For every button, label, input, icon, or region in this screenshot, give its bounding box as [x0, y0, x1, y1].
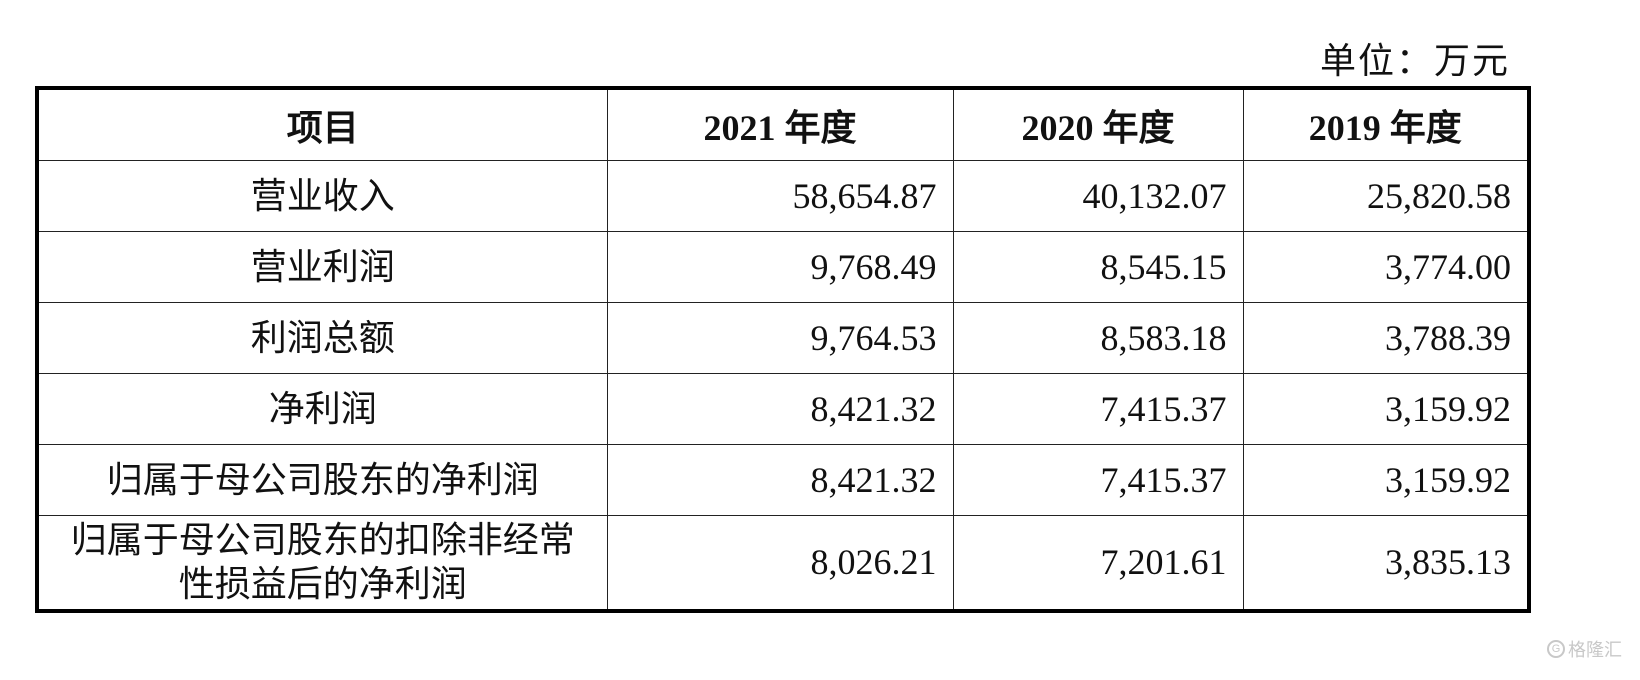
row-label: 归属于母公司股东的净利润 — [37, 444, 607, 515]
cell-2020: 40,132.07 — [953, 160, 1243, 231]
cell-2021: 8,026.21 — [607, 515, 953, 611]
cell-2020: 8,583.18 — [953, 302, 1243, 373]
cell-2021: 9,768.49 — [607, 231, 953, 302]
watermark: G 格隆汇 — [1547, 636, 1622, 662]
cell-2021: 8,421.32 — [607, 373, 953, 444]
cell-2020: 7,415.37 — [953, 373, 1243, 444]
cell-2020: 7,201.61 — [953, 515, 1243, 611]
cell-2021: 58,654.87 — [607, 160, 953, 231]
row-label-line2: 性损益后的净利润 — [179, 564, 467, 604]
table-row: 净利润 8,421.32 7,415.37 3,159.92 — [37, 373, 1529, 444]
cell-2021: 8,421.32 — [607, 444, 953, 515]
row-label: 净利润 — [37, 373, 607, 444]
cell-2019: 3,788.39 — [1243, 302, 1529, 373]
header-2021: 2021 年度 — [607, 88, 953, 160]
table-row: 归属于母公司股东的净利润 8,421.32 7,415.37 3,159.92 — [37, 444, 1529, 515]
watermark-text: 格隆汇 — [1568, 636, 1622, 662]
unit-note: 单位：万元 — [1320, 32, 1510, 84]
row-label: 营业利润 — [37, 231, 607, 302]
financial-table: 项目 2021 年度 2020 年度 2019 年度 营业收入 58,654.8… — [35, 86, 1531, 613]
row-label-line1: 归属于母公司股东的扣除非经常 — [71, 520, 575, 560]
header-2020: 2020 年度 — [953, 88, 1243, 160]
cell-2019: 3,835.13 — [1243, 515, 1529, 611]
table-row: 营业利润 9,768.49 8,545.15 3,774.00 — [37, 231, 1529, 302]
row-label: 归属于母公司股东的扣除非经常 性损益后的净利润 — [37, 515, 607, 611]
cell-2020: 7,415.37 — [953, 444, 1243, 515]
row-label: 利润总额 — [37, 302, 607, 373]
header-item: 项目 — [37, 88, 607, 160]
cell-2019: 3,159.92 — [1243, 444, 1529, 515]
cell-2020: 8,545.15 — [953, 231, 1243, 302]
table-row: 利润总额 9,764.53 8,583.18 3,788.39 — [37, 302, 1529, 373]
cell-2021: 9,764.53 — [607, 302, 953, 373]
row-label: 营业收入 — [37, 160, 607, 231]
cell-2019: 25,820.58 — [1243, 160, 1529, 231]
header-2019: 2019 年度 — [1243, 88, 1529, 160]
watermark-logo-icon: G — [1547, 640, 1565, 658]
cell-2019: 3,159.92 — [1243, 373, 1529, 444]
table-header-row: 项目 2021 年度 2020 年度 2019 年度 — [37, 88, 1529, 160]
cell-2019: 3,774.00 — [1243, 231, 1529, 302]
table-row: 营业收入 58,654.87 40,132.07 25,820.58 — [37, 160, 1529, 231]
table-row: 归属于母公司股东的扣除非经常 性损益后的净利润 8,026.21 7,201.61… — [37, 515, 1529, 611]
